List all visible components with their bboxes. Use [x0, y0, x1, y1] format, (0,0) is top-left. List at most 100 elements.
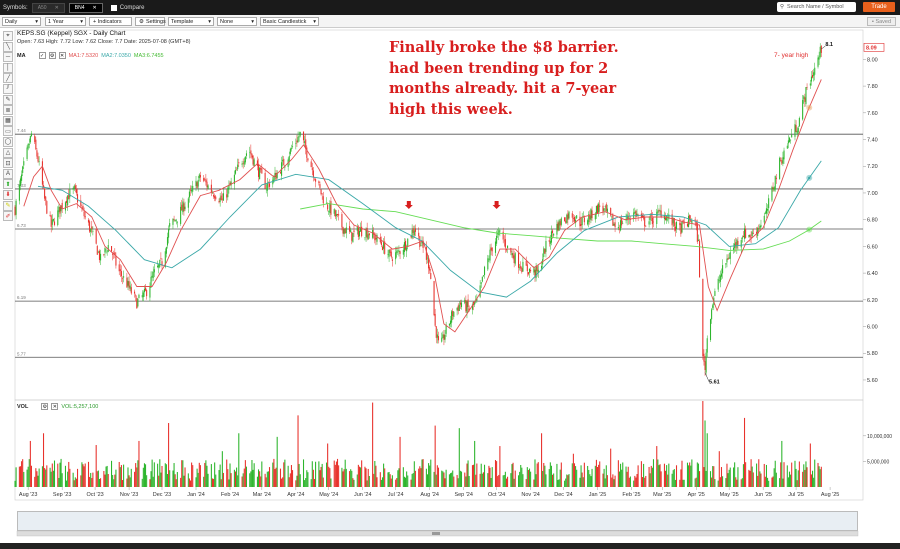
candle-body	[528, 268, 531, 273]
volume-bar	[113, 479, 115, 487]
symbol-tab-a50[interactable]: A50 ✕	[31, 2, 65, 13]
volume-bar	[640, 461, 642, 487]
close-icon[interactable]: ✕	[58, 52, 66, 59]
candle-body	[575, 219, 577, 224]
rectangle-tool-icon[interactable]: ▭	[3, 126, 13, 137]
candle-body	[410, 236, 412, 238]
volume-bar	[387, 472, 389, 487]
crosshair-tool-icon[interactable]: ⌖	[3, 31, 13, 41]
pencil-tool-icon[interactable]: ✎	[3, 94, 13, 105]
volume-bar	[737, 467, 739, 487]
candle-body	[466, 301, 468, 313]
eraser-tool-icon[interactable]: ✐	[3, 211, 13, 222]
volume-bar	[628, 477, 630, 487]
volume-bar	[37, 475, 39, 487]
candle-body	[559, 221, 561, 226]
price-tick-label: 5.80	[867, 351, 878, 357]
volume-bar	[307, 472, 309, 487]
indicators-button[interactable]: + Indicators	[89, 17, 132, 26]
gear-icon[interactable]: ⚙	[41, 403, 49, 410]
triangle-tool-icon[interactable]: △	[3, 147, 13, 158]
range-select[interactable]: 1 Year ▾	[45, 17, 86, 26]
settings-button[interactable]: ⚙ Settings	[135, 17, 166, 26]
trade-button[interactable]: Trade	[863, 2, 895, 12]
volume-bar	[659, 464, 661, 487]
horizontal-line-tool-icon[interactable]: ─	[3, 52, 13, 63]
candle-body	[718, 280, 720, 281]
volume-bar	[557, 479, 559, 487]
candle-body	[82, 206, 84, 210]
overlay-select[interactable]: None ▾	[217, 17, 257, 26]
candle-body	[365, 229, 367, 237]
candle-body	[41, 161, 43, 185]
close-icon[interactable]: ✕	[92, 4, 97, 11]
gann-tool-icon[interactable]: ▦	[3, 115, 13, 126]
gear-icon[interactable]: ⚙	[48, 52, 56, 59]
text-tool-icon[interactable]: A	[3, 168, 13, 179]
price-tick-label: 6.60	[867, 244, 878, 250]
volume-bar	[406, 471, 408, 487]
price-tick-label: 6.80	[867, 218, 878, 224]
volume-bar	[141, 478, 143, 487]
volume-bar	[558, 479, 560, 487]
volume-bar	[809, 443, 811, 487]
saved-button[interactable]: ▪ Saved	[867, 17, 896, 26]
close-icon[interactable]: ✕	[51, 403, 59, 410]
volume-bar	[489, 467, 491, 487]
symbol-tab-bn4[interactable]: BN4 ✕	[68, 2, 103, 13]
volume-bar	[774, 460, 776, 487]
line-tool-icon[interactable]: ╲	[3, 41, 13, 52]
measure-tool-icon[interactable]: ⊡	[3, 158, 13, 169]
check-icon[interactable]: ✓	[38, 52, 46, 59]
candle-body	[618, 228, 620, 230]
candle-body	[27, 143, 29, 149]
point-label-leader	[821, 45, 826, 50]
candle-body	[146, 290, 148, 297]
volume-bar	[290, 465, 292, 487]
candle-body	[211, 192, 214, 194]
down-arrow-tool-icon[interactable]: ⬇	[3, 189, 13, 200]
candle-body	[261, 168, 263, 174]
volume-bar	[22, 459, 24, 487]
fibonacci-tool-icon[interactable]: ≣	[3, 105, 13, 116]
template-select[interactable]: Template ▾	[168, 17, 214, 26]
interval-select[interactable]: Daily ▾	[2, 17, 41, 26]
candle-body	[452, 310, 454, 317]
volume-bar	[191, 462, 193, 487]
compare-checkbox[interactable]: Compare	[110, 4, 144, 11]
close-icon[interactable]: ✕	[54, 4, 59, 11]
candle-body	[764, 212, 766, 214]
up-arrow-tool-icon[interactable]: ⬆	[3, 179, 13, 190]
time-scroller[interactable]	[17, 511, 858, 531]
chart-type-select[interactable]: Basic Candlestick ▾	[260, 17, 319, 26]
indicators-label: + Indicators	[93, 18, 122, 25]
candle-body	[433, 281, 435, 316]
price-tick-label: 6.00	[867, 325, 878, 331]
volume-bar	[213, 478, 215, 487]
candle-body	[198, 174, 200, 179]
volume-bar	[681, 460, 683, 487]
candle-body	[398, 250, 400, 253]
ellipse-tool-icon[interactable]: ◯	[3, 136, 13, 147]
ma2-value: MA2:7.0350	[101, 52, 131, 59]
candle-body	[98, 250, 101, 260]
volume-bar	[72, 472, 74, 487]
candle-body	[399, 251, 401, 254]
candle-body	[333, 209, 335, 214]
volume-bar	[44, 468, 46, 487]
volume-bar	[713, 466, 715, 487]
candle-body	[128, 281, 130, 288]
search-input[interactable]: ⚲ Search Name / Symbol	[777, 2, 856, 12]
candle-body	[803, 96, 805, 100]
channel-tool-icon[interactable]: ⫽	[3, 83, 13, 94]
checkbox-box[interactable]	[110, 4, 117, 11]
volume-bar	[553, 473, 555, 487]
volume-bar	[606, 475, 608, 487]
vertical-line-tool-icon[interactable]: │	[3, 62, 13, 73]
ray-tool-icon[interactable]: ╱	[3, 73, 13, 84]
candle-body	[165, 247, 167, 254]
volume-bar	[49, 467, 51, 487]
highlighter-tool-icon[interactable]: ✎	[3, 200, 13, 211]
candle-body	[358, 230, 361, 237]
candle-body	[106, 251, 108, 253]
